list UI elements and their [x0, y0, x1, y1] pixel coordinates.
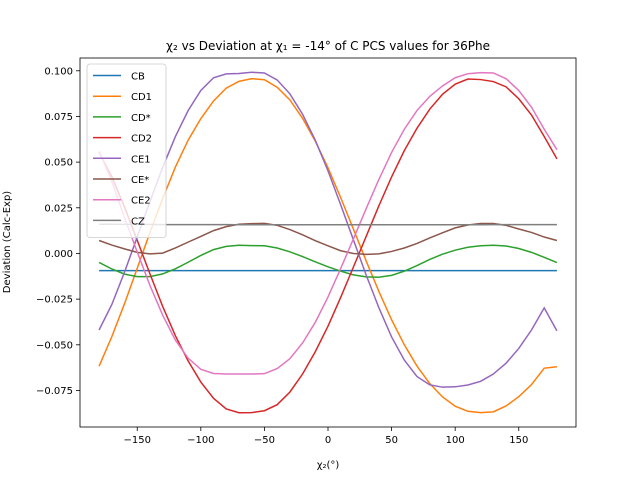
series-line-ce-star	[98, 222, 558, 256]
x-tick-label: 0	[325, 435, 331, 446]
x-axis: −150 −100 −50 0 50 100 150	[123, 427, 528, 446]
x-tick-label: −50	[254, 435, 275, 446]
series-line-cd1	[98, 77, 558, 414]
chart-title: χ₂ vs Deviation at χ₁ = -14° of C PCS va…	[166, 39, 490, 53]
y-axis: −0.075 −0.050 −0.025 0.000 0.025 0.050 0.075 0.…	[36, 66, 80, 397]
legend-label-ce-star: CE*	[131, 175, 149, 186]
y-tick-label: 0.000	[44, 249, 73, 260]
x-tick-label: −100	[187, 435, 214, 446]
y-tick-label: 0.025	[44, 203, 73, 214]
legend-label-cd2: CD2	[131, 134, 152, 145]
x-axis-label: χ₂(°)	[317, 460, 340, 471]
x-tick-label: 100	[446, 435, 465, 446]
legend-label-cd-star: CD*	[131, 113, 151, 124]
plot-lines	[98, 71, 558, 414]
x-tick-label: 50	[385, 435, 398, 446]
legend-label-ce1: CE1	[131, 154, 151, 165]
y-tick-label: 0.100	[44, 66, 73, 77]
series-line-cd-star	[98, 244, 558, 278]
legend-label-cd1: CD1	[131, 92, 152, 103]
y-tick-label: −0.025	[36, 295, 73, 306]
x-tick-label: −150	[123, 435, 150, 446]
series-line-cd2	[98, 78, 558, 414]
legend: CB CD1 CD* CD2 CE1 CE* CE2 CZ	[86, 63, 167, 239]
y-tick-label: 0.075	[44, 112, 73, 123]
x-tick-label: 150	[509, 435, 528, 446]
y-axis-label: Deviation (Calc-Exp)	[2, 191, 13, 293]
series-line-cz	[99, 223, 557, 226]
legend-label-cb: CB	[131, 72, 145, 83]
legend-label-cz: CZ	[131, 216, 145, 227]
legend-box	[86, 63, 167, 239]
y-tick-label: 0.050	[44, 158, 73, 169]
series-line-ce2	[98, 71, 558, 375]
y-tick-label: −0.075	[36, 386, 73, 397]
y-tick-label: −0.050	[36, 340, 73, 351]
series-line-ce1	[98, 71, 558, 388]
legend-label-ce2: CE2	[131, 196, 151, 207]
